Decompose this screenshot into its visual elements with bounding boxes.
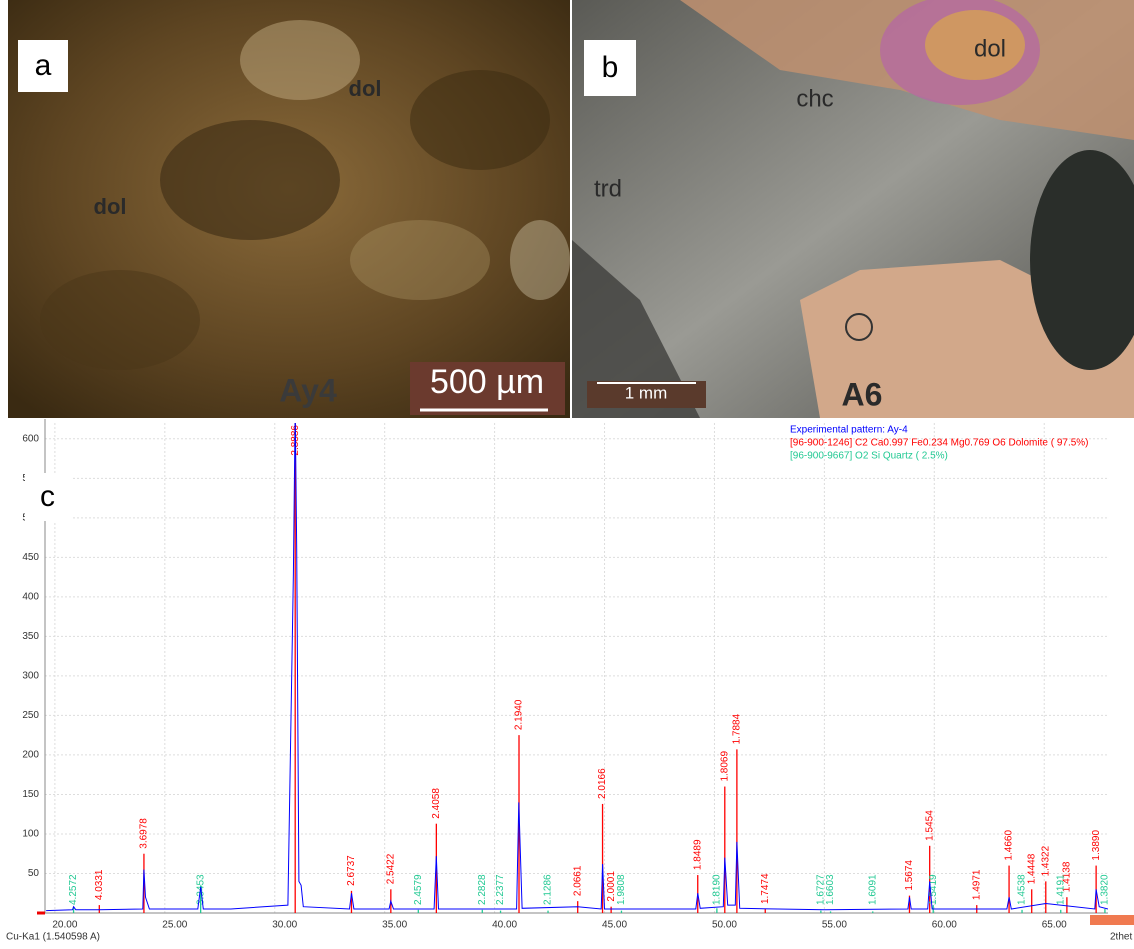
peak-label: 1.5674 [904,860,915,891]
y-tick-label: 600 [22,433,39,444]
mineral-label: chc [796,85,833,112]
peak-label: 3.6978 [139,818,150,849]
peak-label: 1.9808 [616,874,627,905]
peak-label: 2.1286 [543,874,554,905]
y-tick-label: 350 [22,631,39,642]
panel-label: b [602,51,619,84]
panel-label: c [40,480,55,513]
peak-label: 1.3890 [1091,830,1102,861]
peak-label: 1.7474 [760,873,771,904]
peak-label: 1.4448 [1026,853,1037,884]
peak-label: 1.8489 [692,839,703,870]
peak-label: 1.6603 [825,874,836,905]
x-tick-label: 20.00 [52,920,77,931]
peak-label: 1.5454 [924,810,935,841]
y-tick-label: 50 [28,868,40,879]
peak-label: 1.4660 [1004,830,1015,861]
peak-label: 2.4058 [431,788,442,819]
x-tick-label: 35.00 [382,920,407,931]
y-tick-label: 150 [22,789,39,800]
mineral-label: dol [349,76,382,101]
x-tick-label: 40.00 [492,920,517,931]
peak-label: 1.4191 [1055,874,1066,905]
peak-label: 4.2572 [68,874,79,905]
y-tick-label: 100 [22,829,39,840]
y-tick-label: 200 [22,750,39,761]
micrograph-b [572,0,1134,418]
legend-entry: [96-900-9667] O2 Si Quartz ( 2.5%) [790,451,948,462]
peak-label: 1.4538 [1017,874,1028,905]
y-tick-label: 450 [22,552,39,563]
x-axis-label: Cu-Ka1 (1.540598 A) [6,932,100,943]
legend-entry: [96-900-1246] C2 Ca0.997 Fe0.234 Mg0.769… [790,438,1089,449]
panel-label: a [35,49,52,82]
y-tick-label: 250 [22,710,39,721]
legend-entry: Experimental pattern: Ay-4 [790,425,908,436]
y-tick-label: 400 [22,592,39,603]
sample-label: A6 [842,376,883,412]
x-tick-label: 50.00 [712,920,737,931]
peak-label: 2.2828 [477,874,488,905]
peak-label: 1.8069 [719,751,730,782]
peak-label: 2.4579 [413,874,424,905]
mineral-label: dol [94,194,127,219]
x-axis-label: 2thet [1110,932,1132,943]
x-tick-label: 65.00 [1042,920,1067,931]
scroll-marker [1090,915,1134,925]
x-tick-label: 60.00 [932,920,957,931]
mineral-label: dol [974,35,1006,62]
mineral-label: trd [594,175,622,202]
x-tick-label: 25.00 [162,920,187,931]
scale-bar-label: 1 mm [625,383,668,402]
y-tick-label: 300 [22,671,39,682]
peak-label: 2.0661 [572,865,583,896]
peak-label: 1.4322 [1040,845,1051,876]
peak-label: 2.5422 [385,853,396,884]
peak-label: 2.1940 [514,699,525,730]
scale-bar-label: 500 µm [430,363,544,401]
peak-label: 1.4971 [971,869,982,900]
peak-label: 1.7884 [732,713,743,744]
figure: a dol dol Ay4 500 µm b dol chc trd 1 mm … [0,0,1134,944]
peak-label: 1.6091 [867,874,878,905]
chart-background [0,419,1134,944]
peak-label: 2.6737 [346,855,357,886]
x-tick-label: 30.00 [272,920,297,931]
sample-label: Ay4 [279,372,337,408]
micrograph-a [8,0,570,418]
x-tick-label: 45.00 [602,920,627,931]
peak-label: 1.8190 [712,874,723,905]
x-tick-label: 55.00 [822,920,847,931]
peak-label: 4.0331 [94,869,105,900]
peak-label: 2.2377 [495,874,506,905]
peak-label: 2.0166 [597,768,608,799]
